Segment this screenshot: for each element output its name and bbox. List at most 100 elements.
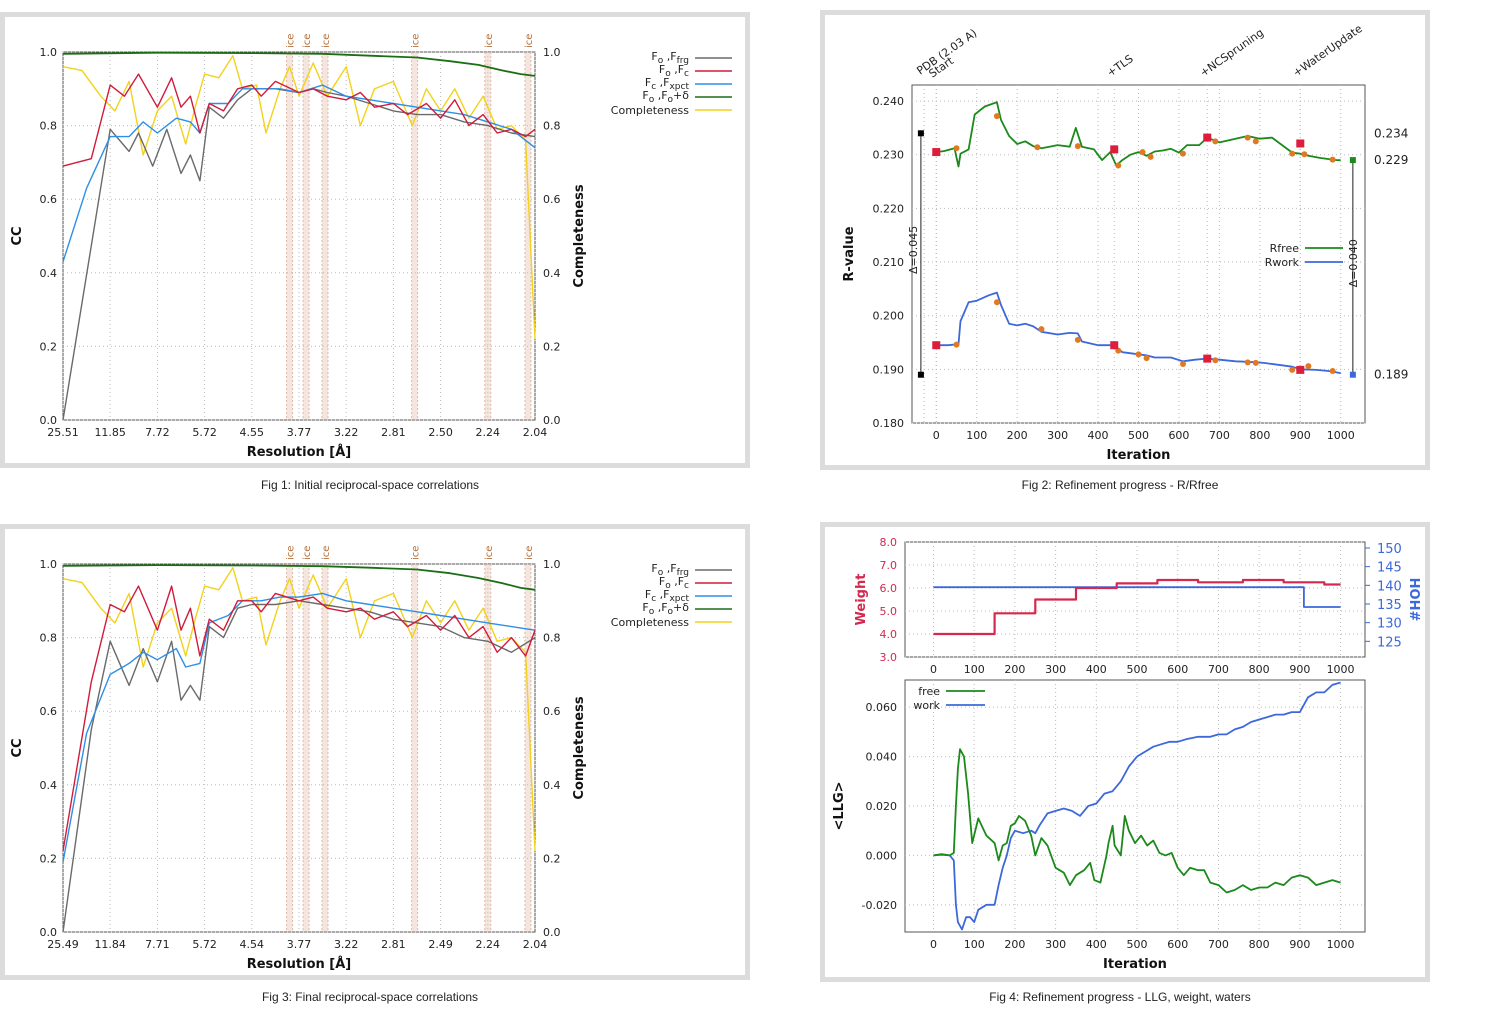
llg-tick-label: -0.020 xyxy=(862,899,897,912)
right-label-rfree-pdb: 0.234 xyxy=(1374,126,1408,140)
step-dot xyxy=(1244,134,1251,141)
x-tick-label: 11.85 xyxy=(94,426,126,439)
step-dot xyxy=(1212,138,1219,145)
weight-axis-title: Weight xyxy=(854,574,869,626)
series-line-fo_fo_delta xyxy=(62,51,536,77)
x-tick-label: 200 xyxy=(1004,663,1025,676)
x-axis-title: Resolution [Å] xyxy=(247,444,352,460)
ice-band xyxy=(484,564,491,932)
ice-band xyxy=(303,52,310,420)
step-dot xyxy=(993,113,1000,120)
llg-work-line xyxy=(933,681,1341,931)
legend-label-work: work xyxy=(913,699,940,712)
x-tick-label: 500 xyxy=(1127,663,1148,676)
x-tick-label: 700 xyxy=(1208,663,1229,676)
fig2-panel: 0.180 0.190 0.200 0.210 0.220 0.230 0.240 0 100 2… xyxy=(820,10,1430,470)
legend-label-fo_ffrg: Fo ,Ffrg xyxy=(651,562,689,578)
ice-label: ice xyxy=(286,34,297,48)
weight-tick-label: 6.0 xyxy=(880,582,898,595)
x-tick-label: 800 xyxy=(1249,429,1270,442)
stage-marker xyxy=(1296,365,1305,374)
x-tick-label: 100 xyxy=(964,938,985,951)
hoh-tick-label: 145 xyxy=(1377,561,1402,576)
legend-label-fc_fxpct: Fc ,Fxpct xyxy=(645,76,690,92)
x-tick-label: 900 xyxy=(1289,938,1310,951)
y2-tick-label: 0.8 xyxy=(543,632,561,645)
ice-band xyxy=(411,564,418,932)
fig3-panel: 0.0 0.0 0.2 0.2 0.4 0.4 0.6 0.6 0.8 0.8 1.0 1.0 25.4… xyxy=(0,524,750,980)
x-tick-label: 500 xyxy=(1127,938,1148,951)
legend-label-fo_fo_delta: Fo ,Fo+δ xyxy=(642,601,689,617)
y2-tick-label: 0.8 xyxy=(543,120,561,133)
fig4-chart: 3.0 4.0 5.0 6.0 7.0 8.0 125 130 135 140 145 150 0 100… xyxy=(832,536,1421,972)
ice-band xyxy=(524,52,531,420)
step-dot xyxy=(953,145,960,152)
final-rwork-marker xyxy=(1349,371,1356,378)
y-tick-label: 0.180 xyxy=(873,417,905,430)
y-tick-label: 0.6 xyxy=(40,705,58,718)
x-tick-label: 200 xyxy=(1004,938,1025,951)
y-tick-label: 0.8 xyxy=(40,120,58,133)
x-tick-label: 1000 xyxy=(1327,938,1355,951)
ice-label: ice xyxy=(484,34,495,48)
x-tick-label: 300 xyxy=(1045,938,1066,951)
step-dot xyxy=(1139,149,1146,156)
step-dot xyxy=(1147,153,1154,160)
weight-tick-label: 3.0 xyxy=(880,651,898,664)
step-dot xyxy=(1305,363,1312,370)
x-tick-label: 2.04 xyxy=(523,426,548,439)
step-dot xyxy=(1244,359,1251,366)
ice-label: ice xyxy=(411,546,422,560)
fig3-chart: 0.0 0.0 0.2 0.2 0.4 0.4 0.6 0.6 0.8 0.8 1.0 1.0 25.4… xyxy=(10,546,732,972)
stage-marker xyxy=(1203,354,1212,363)
fig1-chart: 0.0 0.0 0.2 0.2 0.4 0.4 0.6 0.6 0.8 0.8 1.0 1.0 25.5… xyxy=(10,34,732,460)
x-tick-label: 800 xyxy=(1249,938,1270,951)
y-tick-label: 0.0 xyxy=(40,414,58,427)
stage-marker xyxy=(1203,133,1212,142)
legend-label-fo_fc: Fo ,Fc xyxy=(659,575,689,591)
stage-label: +WaterUpdate xyxy=(1291,22,1365,80)
ice-band xyxy=(286,564,293,932)
y-tick-label: 0.190 xyxy=(873,363,905,376)
x-tick-label: 400 xyxy=(1086,938,1107,951)
fig2-caption: Fig 2: Refinement progress - R/Rfree xyxy=(1021,478,1219,492)
x-tick-label: 25.49 xyxy=(47,938,79,951)
x-tick-label: 600 xyxy=(1167,663,1188,676)
x-tick-label: 3.22 xyxy=(334,938,359,951)
x-tick-label: 100 xyxy=(964,663,985,676)
y2-tick-label: 0.4 xyxy=(543,779,561,792)
x-tick-label: 700 xyxy=(1208,938,1229,951)
right-label-rwork: 0.189 xyxy=(1374,368,1408,382)
x-tick-label: 4.54 xyxy=(240,938,265,951)
y2-tick-label: 0.0 xyxy=(543,414,561,427)
fig1-caption: Fig 1: Initial reciprocal-space correlat… xyxy=(260,478,480,492)
series-line-fo_fc xyxy=(62,585,536,852)
y-tick-label: 0.2 xyxy=(40,340,58,353)
y2-axis-title: Completeness xyxy=(572,696,587,799)
ice-label: ice xyxy=(321,34,332,48)
series-line-completeness xyxy=(62,567,536,852)
x-axis-title: Resolution [Å] xyxy=(247,956,352,972)
series-line-fo_ffrg xyxy=(62,88,536,421)
ice-band xyxy=(411,52,418,420)
x-tick-label: 300 xyxy=(1045,663,1066,676)
pdb-rfree-marker xyxy=(917,130,924,137)
y-tick-label: 0.2 xyxy=(40,852,58,865)
weight-tick-label: 7.0 xyxy=(880,559,898,572)
ice-label: ice xyxy=(286,546,297,560)
x-tick-label: 3.77 xyxy=(287,426,312,439)
weight-tick-label: 5.0 xyxy=(880,605,898,618)
x-tick-label: 2.49 xyxy=(428,938,453,951)
y2-tick-label: 1.0 xyxy=(543,46,561,59)
llg-free-line xyxy=(933,748,1341,894)
series-line-fo_fc xyxy=(62,73,536,167)
final-rfree-marker xyxy=(1349,157,1356,164)
y-tick-label: 0.210 xyxy=(873,256,905,269)
step-dot xyxy=(1038,326,1045,333)
stage-marker xyxy=(1110,145,1119,154)
series-line-fo_ffrg xyxy=(62,600,536,933)
top-plot-frame xyxy=(904,541,1366,658)
x-tick-label: 7.72 xyxy=(145,426,170,439)
x-tick-label: 400 xyxy=(1088,429,1109,442)
waters-line xyxy=(933,586,1341,608)
